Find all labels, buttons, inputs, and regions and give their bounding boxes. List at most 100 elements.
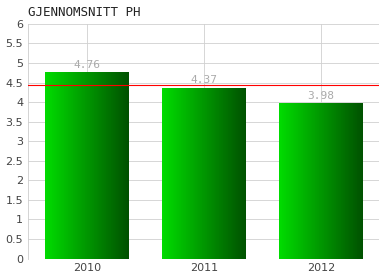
Bar — [105, 72, 106, 259]
Bar — [237, 88, 238, 259]
Bar — [92, 72, 93, 259]
Bar — [295, 103, 296, 259]
Bar — [71, 72, 72, 259]
Bar — [207, 88, 208, 259]
Bar — [302, 103, 303, 259]
Bar — [96, 72, 97, 259]
Bar — [336, 103, 337, 259]
Bar — [305, 103, 306, 259]
Bar — [300, 103, 301, 259]
Bar — [77, 72, 78, 259]
Bar — [230, 88, 231, 259]
Bar — [318, 103, 319, 259]
Bar — [293, 103, 294, 259]
Bar — [124, 72, 125, 259]
Bar — [239, 88, 241, 259]
Bar — [313, 103, 314, 259]
Bar — [352, 103, 353, 259]
Bar — [165, 88, 166, 259]
Bar — [190, 88, 191, 259]
Bar — [309, 103, 310, 259]
Bar — [234, 88, 235, 259]
Bar — [284, 103, 285, 259]
Bar — [282, 103, 283, 259]
Bar — [169, 88, 170, 259]
Bar — [81, 72, 82, 259]
Bar — [207, 88, 208, 259]
Bar — [170, 88, 171, 259]
Bar — [328, 103, 329, 259]
Bar — [310, 103, 311, 259]
Bar — [238, 88, 239, 259]
Bar — [185, 88, 186, 259]
Bar — [338, 103, 339, 259]
Bar — [209, 88, 210, 259]
Bar — [315, 103, 316, 259]
Bar — [70, 72, 71, 259]
Bar — [331, 103, 332, 259]
Bar — [72, 72, 73, 259]
Bar — [329, 103, 330, 259]
Bar — [94, 72, 95, 259]
Bar — [46, 72, 47, 259]
Bar — [53, 72, 54, 259]
Bar — [176, 88, 177, 259]
Bar — [98, 72, 99, 259]
Bar — [45, 72, 46, 259]
Bar — [69, 72, 70, 259]
Bar — [187, 88, 189, 259]
Bar — [281, 103, 282, 259]
Bar — [189, 88, 190, 259]
Bar — [167, 88, 168, 259]
Bar — [201, 88, 202, 259]
Bar — [359, 103, 360, 259]
Bar — [289, 103, 290, 259]
Bar — [82, 72, 83, 259]
Bar — [329, 103, 330, 259]
Bar — [119, 72, 120, 259]
Text: 4.76: 4.76 — [73, 60, 100, 70]
Bar — [191, 88, 192, 259]
Bar — [116, 72, 117, 259]
Bar — [357, 103, 358, 259]
Bar — [206, 88, 207, 259]
Bar — [66, 72, 67, 259]
Bar — [301, 103, 302, 259]
Bar — [90, 72, 91, 259]
Bar — [307, 103, 308, 259]
Bar — [216, 88, 217, 259]
Bar — [212, 88, 213, 259]
Text: GJENNOMSNITT PH: GJENNOMSNITT PH — [28, 6, 141, 19]
Bar — [65, 72, 66, 259]
Bar — [80, 72, 81, 259]
Bar — [303, 103, 304, 259]
Bar — [343, 103, 344, 259]
Bar — [298, 103, 299, 259]
Bar — [235, 88, 236, 259]
Bar — [243, 88, 244, 259]
Bar — [186, 88, 187, 259]
Bar — [223, 88, 224, 259]
Bar — [111, 72, 112, 259]
Bar — [353, 103, 354, 259]
Bar — [51, 72, 52, 259]
Bar — [203, 88, 204, 259]
Bar — [110, 72, 111, 259]
Bar — [208, 88, 209, 259]
Bar — [60, 72, 61, 259]
Bar — [78, 72, 79, 259]
Bar — [305, 103, 306, 259]
Bar — [332, 103, 333, 259]
Bar — [334, 103, 335, 259]
Text: 4.37: 4.37 — [190, 75, 217, 85]
Bar — [236, 88, 237, 259]
Bar — [194, 88, 195, 259]
Bar — [59, 72, 60, 259]
Bar — [333, 103, 334, 259]
Bar — [240, 88, 241, 259]
Bar — [99, 72, 100, 259]
Bar — [215, 88, 216, 259]
Bar — [184, 88, 185, 259]
Bar — [239, 88, 240, 259]
Bar — [357, 103, 358, 259]
